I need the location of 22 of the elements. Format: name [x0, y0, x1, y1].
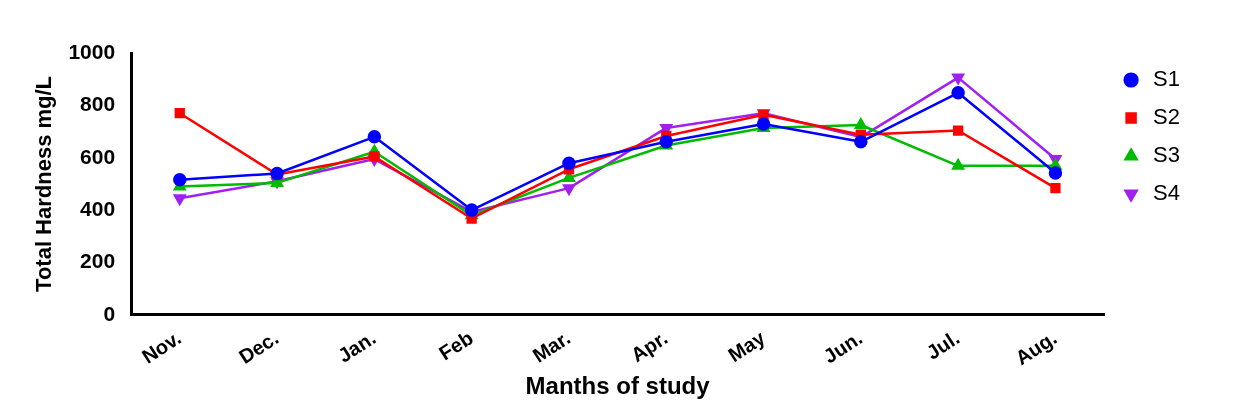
- legend-label: S3: [1153, 142, 1181, 168]
- y-tick-label: 1000: [68, 39, 116, 63]
- x-tick-label: Jun.: [819, 326, 867, 368]
- x-tick-label: Jan.: [333, 326, 380, 367]
- x-axis-title: Manths of study: [525, 372, 711, 400]
- y-axis-title: Total Hardness mg/L: [31, 75, 57, 292]
- y-tick-label: 600: [80, 144, 116, 168]
- legend-label: S1: [1153, 66, 1181, 92]
- x-tick-label: Aug.: [1011, 326, 1061, 370]
- x-tick-label: Feb: [435, 326, 477, 365]
- y-tick-label: 400: [80, 196, 116, 220]
- x-tick-label: Nov.: [137, 326, 185, 368]
- x-tick-label: Jul.: [922, 326, 964, 364]
- y-tick-label: 800: [80, 92, 116, 116]
- x-tick-label: Mar.: [528, 326, 575, 367]
- y-tick-label: 0: [103, 301, 116, 325]
- x-tick-label: Apr.: [626, 326, 672, 367]
- x-tick-label: May: [724, 325, 770, 367]
- legend-label: S2: [1153, 104, 1181, 130]
- legend-label: S4: [1153, 180, 1181, 206]
- x-tick-label: Dec.: [234, 326, 283, 368]
- y-tick-label: 200: [80, 249, 116, 273]
